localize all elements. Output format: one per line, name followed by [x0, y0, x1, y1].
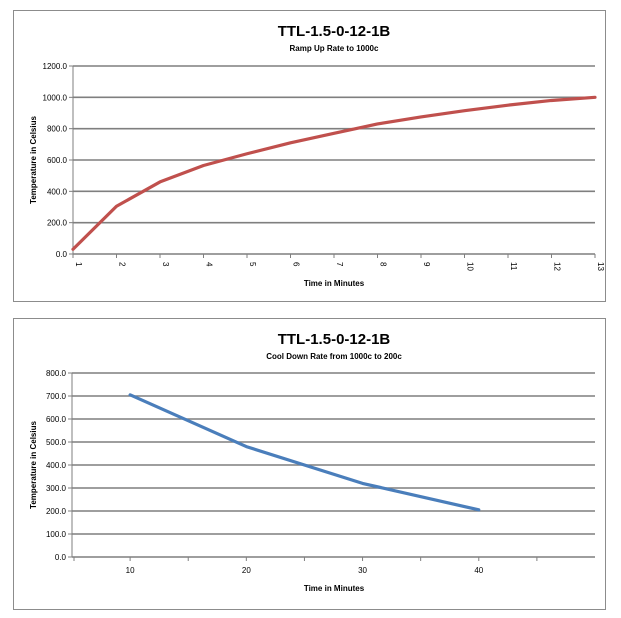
y-tick-label: 100.0 — [46, 530, 67, 539]
y-tick-label: 700.0 — [46, 392, 67, 401]
cool-down-chart: TTL-1.5-0-12-1B Cool Down Rate from 1000c… — [29, 331, 595, 593]
x-tick-label: 20 — [242, 566, 251, 575]
y-tick-label: 1200.0 — [43, 62, 68, 71]
series-line — [128, 393, 481, 512]
y-tick-label: 200.0 — [47, 219, 68, 228]
x-tick-label: 9 — [422, 262, 431, 267]
x-tick-label: 6 — [292, 262, 301, 267]
x-axis-label: Time in Minutes — [304, 279, 365, 288]
x-tick-label: 7 — [335, 262, 344, 267]
ramp-up-chart-panel: TTL-1.5-0-12-1B Ramp Up Rate to 1000c 0.0 2… — [13, 10, 606, 302]
y-tick-label: 800.0 — [46, 369, 67, 378]
y-tick-label: 600.0 — [46, 415, 67, 424]
x-tick-label: 10 — [466, 262, 475, 271]
x-tick-label: 10 — [126, 566, 135, 575]
y-tick-label: 300.0 — [46, 484, 67, 493]
y-tick-label: 400.0 — [47, 187, 68, 196]
x-tick-label: 4 — [205, 262, 214, 267]
y-tick-label: 1000.0 — [43, 93, 68, 102]
series-line — [71, 95, 597, 251]
x-tick-label: 3 — [161, 262, 170, 267]
x-tick-label: 5 — [248, 262, 257, 267]
x-tick-label: 2 — [118, 262, 127, 267]
x-tick-label: 13 — [596, 262, 605, 271]
chart-title: TTL-1.5-0-12-1B — [278, 331, 391, 348]
y-axis-label: Temperature in Celsius — [29, 116, 38, 204]
chart-title: TTL-1.5-0-12-1B — [278, 23, 391, 40]
x-tick-label: 30 — [358, 566, 367, 575]
y-tick-label: 800.0 — [47, 125, 68, 134]
y-tick-label: 500.0 — [46, 438, 67, 447]
y-tick-label: 400.0 — [46, 461, 67, 470]
y-axis-label: Temperature in Celsius — [29, 421, 38, 509]
y-tick-label: 0.0 — [56, 250, 68, 259]
y-tick-label: 600.0 — [47, 156, 68, 165]
chart-subtitle: Cool Down Rate from 1000c to 200c — [266, 352, 402, 361]
x-tick-label: 1 — [74, 262, 83, 267]
x-tick-label: 11 — [509, 262, 518, 271]
x-tick-label: 8 — [379, 262, 388, 267]
x-tick-label: 40 — [474, 566, 483, 575]
chart-subtitle: Ramp Up Rate to 1000c — [290, 44, 379, 53]
y-tick-label: 200.0 — [46, 507, 67, 516]
y-tick-label: 0.0 — [55, 553, 67, 562]
x-axis-label: Time in Minutes — [304, 584, 365, 593]
cool-down-chart-panel: TTL-1.5-0-12-1B Cool Down Rate from 1000c… — [13, 318, 606, 610]
ramp-up-chart: TTL-1.5-0-12-1B Ramp Up Rate to 1000c 0.0 2… — [29, 23, 605, 288]
x-tick-label: 12 — [553, 262, 562, 271]
